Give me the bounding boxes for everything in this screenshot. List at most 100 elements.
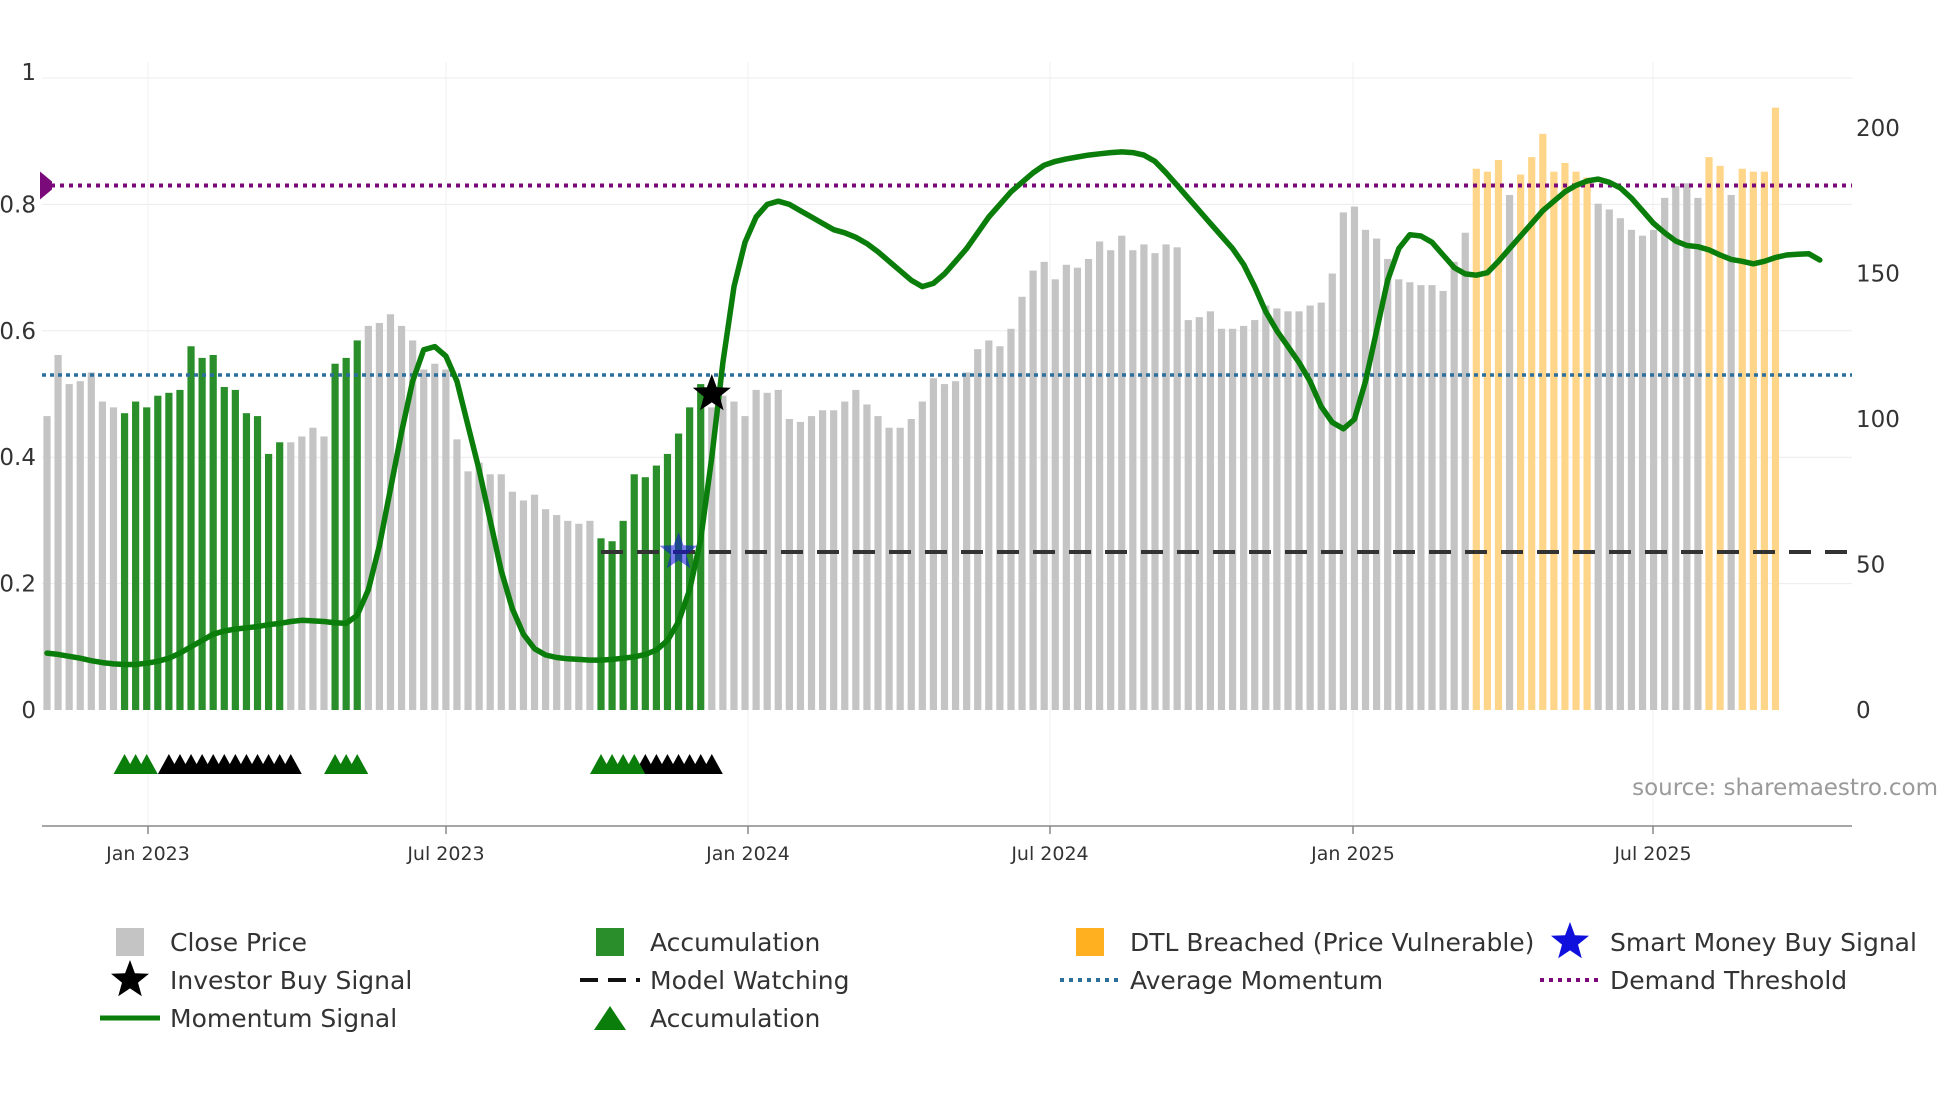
close-bar — [1251, 320, 1259, 710]
close-bar — [431, 363, 439, 710]
close-bar — [1384, 258, 1392, 710]
close-bar — [1018, 296, 1026, 710]
close-bar — [298, 436, 306, 710]
accumulation-marker — [346, 754, 369, 774]
close-bar — [1195, 317, 1203, 710]
axes: 0 0.2 0.4 0.6 0.8 1 0 50 100 150 200 Jan 2023 Jul 20… — [0, 60, 1900, 865]
close-bar — [176, 389, 184, 710]
close-bar — [564, 520, 572, 710]
close-bar — [553, 515, 561, 710]
close-bar — [1328, 273, 1336, 710]
close-bar — [287, 442, 295, 710]
close-bar — [597, 538, 605, 710]
close-bar — [841, 401, 849, 710]
close-bar — [575, 523, 583, 710]
x-tick-label: Jul 2024 — [1010, 843, 1088, 865]
close-bar — [386, 314, 395, 710]
close-bar — [530, 494, 539, 710]
legend-label: Model Watching — [650, 966, 850, 995]
close-bar — [265, 453, 273, 710]
close-bar — [974, 349, 982, 710]
close-bar — [1472, 168, 1480, 711]
close-bar — [796, 421, 805, 710]
close-bar — [375, 322, 383, 710]
legend-label: Momentum Signal — [170, 1004, 397, 1033]
close-bar — [1561, 162, 1569, 711]
close-bar — [1062, 264, 1070, 710]
smart-money-buy-star — [659, 532, 698, 569]
legend-triangle-icon — [594, 1006, 626, 1030]
close-bar — [1273, 308, 1281, 710]
close-bar — [154, 395, 162, 710]
buy-signals — [659, 374, 731, 569]
legend-item: Momentum Signal — [100, 1004, 397, 1033]
close-bar — [785, 419, 793, 710]
close-bar — [453, 439, 461, 710]
close-bar — [830, 410, 838, 710]
close-bar — [1738, 168, 1746, 711]
close-bar — [1594, 203, 1602, 710]
left-tick-label: 0.6 — [0, 319, 36, 345]
close-bar — [1694, 197, 1702, 711]
close-bar — [276, 442, 284, 710]
close-bar — [1228, 328, 1237, 710]
close-bar — [320, 436, 328, 710]
close-bar — [619, 520, 627, 710]
close-bar — [741, 416, 749, 710]
x-tick-label: Jan 2024 — [705, 843, 790, 865]
close-bar — [1650, 229, 1658, 710]
legend-item: Smart Money Buy Signal — [1551, 922, 1917, 959]
close-bar — [331, 363, 339, 710]
close-bar — [475, 462, 483, 710]
close-bar — [165, 392, 173, 710]
close-bar — [1550, 171, 1558, 710]
close-bar — [752, 389, 760, 710]
x-tick-label: Jan 2025 — [1310, 843, 1395, 865]
close-bar — [1361, 229, 1370, 710]
momentum-line — [44, 149, 1823, 668]
legend-swatch — [596, 928, 624, 956]
close-bar — [1040, 261, 1048, 710]
close-bar — [1118, 235, 1126, 711]
close-bar — [1306, 305, 1314, 710]
close-bar — [1162, 244, 1170, 710]
close-bar — [253, 416, 262, 710]
close-bar — [220, 386, 228, 710]
legend-label: Investor Buy Signal — [170, 966, 412, 995]
close-bar — [1206, 311, 1214, 710]
close-bar — [1140, 244, 1148, 710]
close-bar — [1151, 253, 1159, 710]
close-bar — [996, 346, 1004, 710]
close-bar — [120, 413, 129, 710]
legend-label: Smart Money Buy Signal — [1610, 928, 1917, 957]
legend-swatch — [116, 928, 144, 956]
close-bar — [874, 416, 882, 710]
accumulation-marker — [623, 754, 646, 774]
close-bar — [1760, 171, 1768, 710]
close-bar — [1450, 261, 1458, 710]
close-bar — [1716, 165, 1724, 710]
close-bar — [309, 427, 317, 710]
legend-item: Demand Threshold — [1540, 966, 1847, 995]
close-bar — [353, 340, 361, 710]
investor-marker — [700, 754, 723, 774]
x-tick-label: Jan 2023 — [105, 843, 190, 865]
close-bar — [918, 401, 926, 710]
right-tick-label: 0 — [1856, 698, 1871, 724]
close-bar — [608, 541, 616, 710]
legend-label: Demand Threshold — [1610, 966, 1847, 995]
close-bar — [1007, 328, 1015, 710]
close-bar — [1084, 258, 1093, 710]
close-bar — [630, 474, 638, 710]
close-bar — [819, 410, 827, 710]
close-bar — [519, 500, 528, 710]
close-bar — [652, 465, 660, 710]
close-bar — [951, 381, 960, 710]
legend-label: Accumulation — [650, 1004, 820, 1033]
reference-lines — [40, 171, 1852, 554]
close-bar — [132, 401, 140, 710]
close-bar — [774, 389, 782, 710]
left-tick-label: 0.8 — [0, 192, 36, 218]
close-bar — [1528, 157, 1536, 711]
close-bar — [1417, 285, 1425, 710]
